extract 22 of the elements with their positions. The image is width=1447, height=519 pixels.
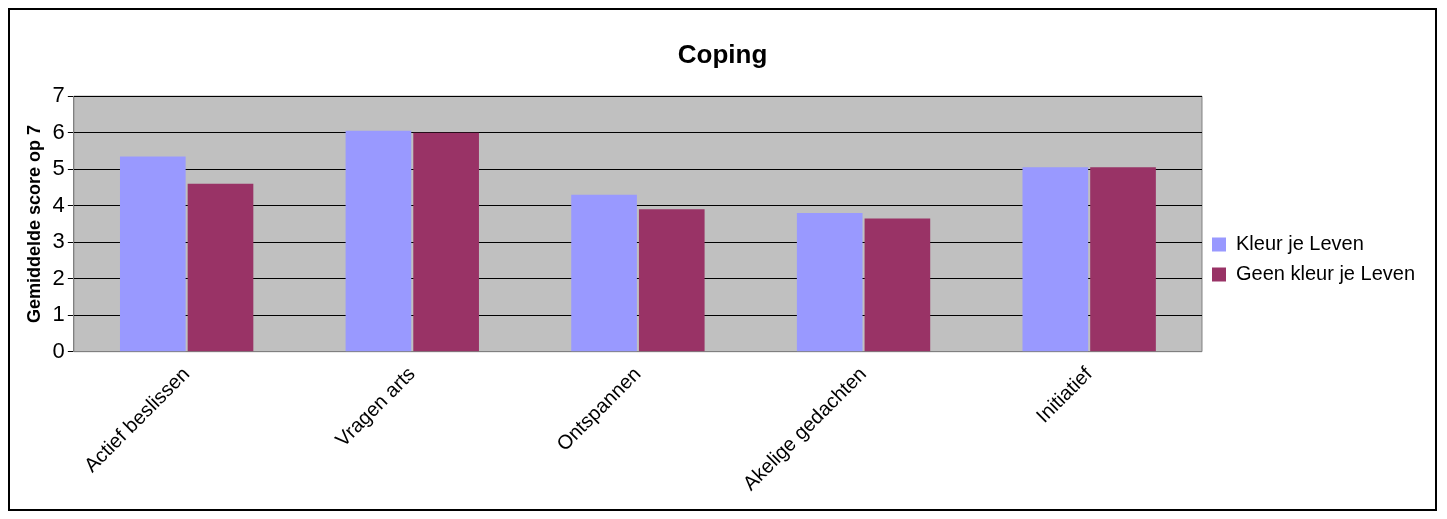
bar bbox=[119, 156, 186, 352]
bar bbox=[1090, 167, 1156, 352]
bar bbox=[796, 212, 863, 352]
legend-label: Geen kleur je Leven bbox=[1236, 262, 1416, 285]
y-tick-label: 6 bbox=[52, 118, 65, 144]
bar bbox=[345, 130, 412, 352]
y-tick-label: 1 bbox=[52, 301, 65, 327]
y-tick-label: 3 bbox=[52, 228, 65, 254]
bar bbox=[571, 194, 637, 352]
y-tick-label: 4 bbox=[52, 191, 65, 217]
y-tick-label: 2 bbox=[52, 264, 65, 290]
bar bbox=[413, 132, 479, 352]
y-tick-label: 0 bbox=[52, 337, 65, 363]
bar bbox=[638, 209, 705, 352]
bar bbox=[864, 218, 931, 352]
y-tick-label: 7 bbox=[52, 82, 65, 108]
y-tick-label: 5 bbox=[52, 155, 65, 181]
chart-title: Coping bbox=[677, 38, 768, 69]
legend-label: Kleur je Leven bbox=[1236, 232, 1364, 255]
bar bbox=[187, 183, 254, 352]
y-axis-title: Gemiddelde score op 7 bbox=[23, 124, 44, 323]
bar bbox=[1022, 167, 1089, 352]
